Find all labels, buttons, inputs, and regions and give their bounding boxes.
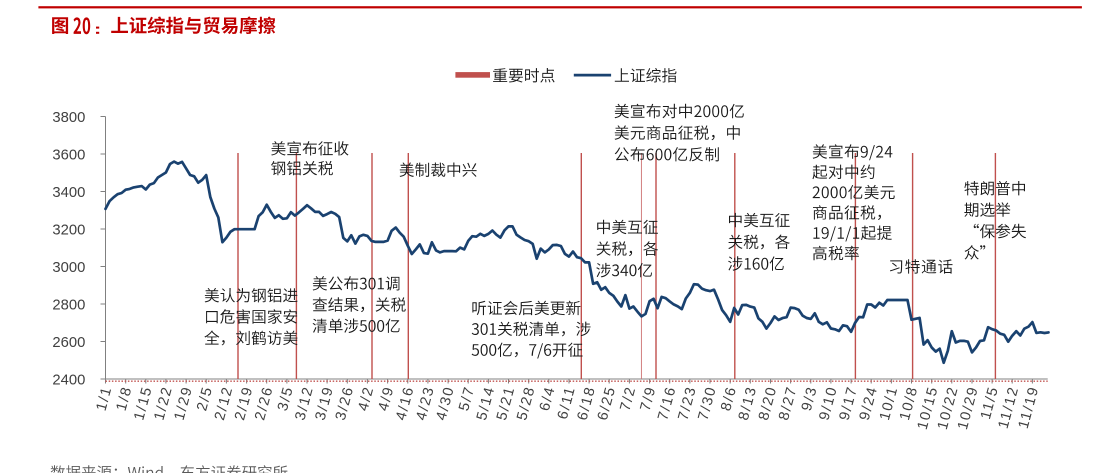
svg-text:2/5: 2/5 <box>194 384 216 412</box>
svg-text:7/9: 7/9 <box>638 384 660 412</box>
svg-text:3000: 3000 <box>52 260 85 276</box>
svg-text:3600: 3600 <box>52 147 85 163</box>
svg-text:3400: 3400 <box>52 185 85 201</box>
svg-text:4/9: 4/9 <box>376 384 398 412</box>
svg-text:5/7: 5/7 <box>456 384 478 412</box>
svg-text:9/3: 9/3 <box>799 384 821 412</box>
svg-text:2800: 2800 <box>52 297 85 313</box>
svg-text:2600: 2600 <box>52 335 85 351</box>
svg-text:4/2: 4/2 <box>356 384 378 412</box>
svg-text:3200: 3200 <box>52 222 85 238</box>
svg-text:6/4: 6/4 <box>537 384 559 412</box>
svg-text:1/8: 1/8 <box>114 384 136 412</box>
svg-text:8/6: 8/6 <box>718 384 740 412</box>
svg-text:1/1: 1/1 <box>94 384 116 412</box>
svg-text:2400: 2400 <box>52 372 85 388</box>
svg-text:3800: 3800 <box>52 110 85 126</box>
svg-text:3/5: 3/5 <box>275 384 297 412</box>
svg-text:7/2: 7/2 <box>618 384 640 412</box>
